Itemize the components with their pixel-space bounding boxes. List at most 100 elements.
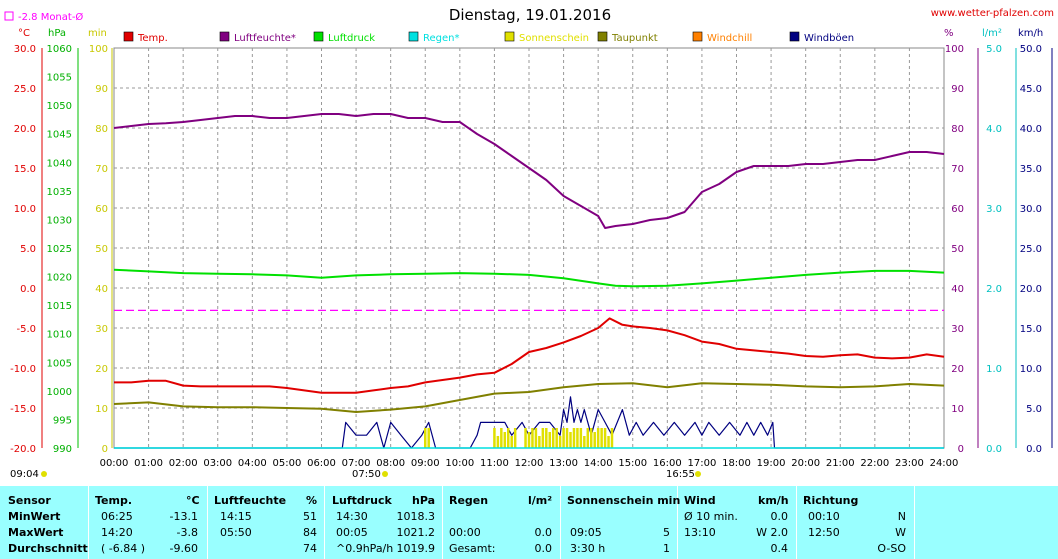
legend-swatch-dewpoint xyxy=(597,31,608,42)
wind-tick-label: 5.0 xyxy=(1026,404,1042,415)
unit-humidity: % xyxy=(944,28,954,39)
weather-chart: 00:00 01:00 02:00 03:00 04:00 05:00 06:00 07:00… xyxy=(4,6,1054,480)
pressure-tick-label: 1015 xyxy=(47,301,72,312)
table-cell-press_val: 1019.9 xyxy=(396,542,436,555)
sunset-icon xyxy=(695,471,701,477)
legend-label-rain: Regen* xyxy=(423,33,460,44)
pressure-tick-label: 1025 xyxy=(47,244,72,255)
x-tick-label: 13:00 xyxy=(549,458,578,469)
stats-table: Sensor Temp. °C Luftfeuchte % Luftdruck … xyxy=(0,486,1058,559)
table-cell-dir_val: N xyxy=(897,510,906,523)
wind-tick-label: 0.0 xyxy=(1026,444,1042,455)
pressure-tick-label: 995 xyxy=(53,415,72,426)
wind-tick-label: 25.0 xyxy=(1020,244,1042,255)
hdr-hum-unit: % xyxy=(306,494,318,507)
table-cell-sun_val: 5 xyxy=(663,526,670,539)
unit-pressure: hPa xyxy=(48,28,66,39)
legend-swatch-temp xyxy=(123,31,134,42)
humidity-tick-label: 90 xyxy=(951,84,964,95)
site-link[interactable]: www.wetter-pfalzen.com xyxy=(931,8,1054,19)
table-cell-rain_time: 00:00 xyxy=(449,526,481,539)
pressure-tick-label: 1060 xyxy=(47,44,72,55)
sun-tick-label: 10 xyxy=(95,404,108,415)
wind-tick-label: 15.0 xyxy=(1020,324,1042,335)
hdr-temp-unit: °C xyxy=(186,494,200,507)
hdr-press: Luftdruck xyxy=(332,494,392,507)
x-tick-label: 20:00 xyxy=(791,458,820,469)
rain-tick-label: 0.0 xyxy=(986,444,1002,455)
table-cell-press_time: ^0.9hPa/h xyxy=(336,542,394,555)
hdr-hum: Luftfeuchte xyxy=(214,494,287,507)
sun-tick-label: 0 xyxy=(102,444,108,455)
wind-tick-label: 30.0 xyxy=(1020,204,1042,215)
pressure-tick-label: 1005 xyxy=(47,358,72,369)
pressure-tick-label: 1045 xyxy=(47,130,72,141)
rain-tick-label: 3.0 xyxy=(986,204,1002,215)
pressure-tick-label: 1035 xyxy=(47,187,72,198)
month-avg-label: -2.8 Monat-Ø xyxy=(18,11,83,23)
humidity-tick-label: 40 xyxy=(951,284,964,295)
pressure-tick-label: 1050 xyxy=(47,101,72,112)
temp-tick-label: -20.0 xyxy=(10,444,36,455)
table-cell-dir_val: O-SO xyxy=(877,542,906,555)
temp-tick-label: 10.0 xyxy=(14,204,36,215)
table-cell-wind_val: 0.0 xyxy=(770,510,789,523)
hdr-temp: Temp. xyxy=(95,494,133,507)
x-tick-label: 00:00 xyxy=(100,458,129,469)
moonrise-label: 09:04 xyxy=(10,469,39,480)
wind-tick-label: 35.0 xyxy=(1020,164,1042,175)
legend-swatch-sun xyxy=(504,31,515,42)
table-cell-press_time: 00:05 xyxy=(336,526,368,539)
table-cell-temp_val: -3.8 xyxy=(176,526,198,539)
table-cell-dir_val: W xyxy=(895,526,906,539)
hdr-sun: Sonnenschein min xyxy=(567,494,681,507)
rain-tick-label: 1.0 xyxy=(986,364,1002,375)
table-cell-label: MaxWert xyxy=(8,526,64,539)
sunrise-icon xyxy=(382,471,388,477)
moon-icon xyxy=(41,471,47,477)
hdr-dir: Richtung xyxy=(803,494,859,507)
table-cell-wind_time: Ø 10 min. xyxy=(684,510,738,523)
table-cell-hum_val: 51 xyxy=(303,510,317,523)
table-cell-press_val: 1021.2 xyxy=(396,526,436,539)
wind-tick-label: 45.0 xyxy=(1020,84,1042,95)
hdr-rain: Regen xyxy=(449,494,489,507)
dewpoint-line xyxy=(113,382,945,413)
legend-swatch-rain xyxy=(408,31,419,42)
sun-tick-label: 70 xyxy=(95,164,108,175)
table-cell-wind_val: 0.4 xyxy=(770,542,789,555)
table-cell-rain_val: 0.0 xyxy=(534,542,553,555)
humidity-tick-label: 0 xyxy=(958,444,964,455)
legend-label-windchill: Windchill xyxy=(707,33,752,44)
legend-swatch-pressure xyxy=(313,31,324,42)
x-tick-label: 23:00 xyxy=(895,458,924,469)
gust-line xyxy=(114,396,944,449)
series-group xyxy=(113,113,945,449)
table-cell-hum_val: 84 xyxy=(303,526,317,539)
x-tick-label: 21:00 xyxy=(826,458,855,469)
unit-temp: °C xyxy=(18,28,30,39)
legend-label-gust: Windböen xyxy=(804,33,854,44)
humidity-tick-label: 10 xyxy=(951,404,964,415)
x-tick-label: 17:00 xyxy=(688,458,717,469)
unit-rain: l/m² xyxy=(982,28,1002,39)
month-avg-icon xyxy=(4,11,14,21)
hdr-sensor: Sensor xyxy=(8,494,51,507)
humidity-tick-label: 70 xyxy=(951,164,964,175)
x-tick-label: 10:00 xyxy=(445,458,474,469)
wind-tick-label: 10.0 xyxy=(1020,364,1042,375)
legend-label-temp: Temp. xyxy=(137,33,168,44)
sun-tick-label: 40 xyxy=(95,284,108,295)
table-cell-temp_val: -9.60 xyxy=(169,542,198,555)
humidity-tick-label: 80 xyxy=(951,124,964,135)
legend-label-dewpoint: Taupunkt xyxy=(611,33,658,44)
temp-tick-label: 25.0 xyxy=(14,84,36,95)
rain-tick-label: 4.0 xyxy=(986,124,1002,135)
pressure-tick-label: 990 xyxy=(53,444,72,455)
wind-tick-label: 20.0 xyxy=(1020,284,1042,295)
legend-swatch-humidity xyxy=(219,31,230,42)
temp-tick-label: -5.0 xyxy=(16,324,36,335)
legend-swatch-gust xyxy=(789,31,800,42)
table-cell-temp_time: 06:25 xyxy=(101,510,133,523)
table-cell-press_val: 1018.3 xyxy=(396,510,436,523)
